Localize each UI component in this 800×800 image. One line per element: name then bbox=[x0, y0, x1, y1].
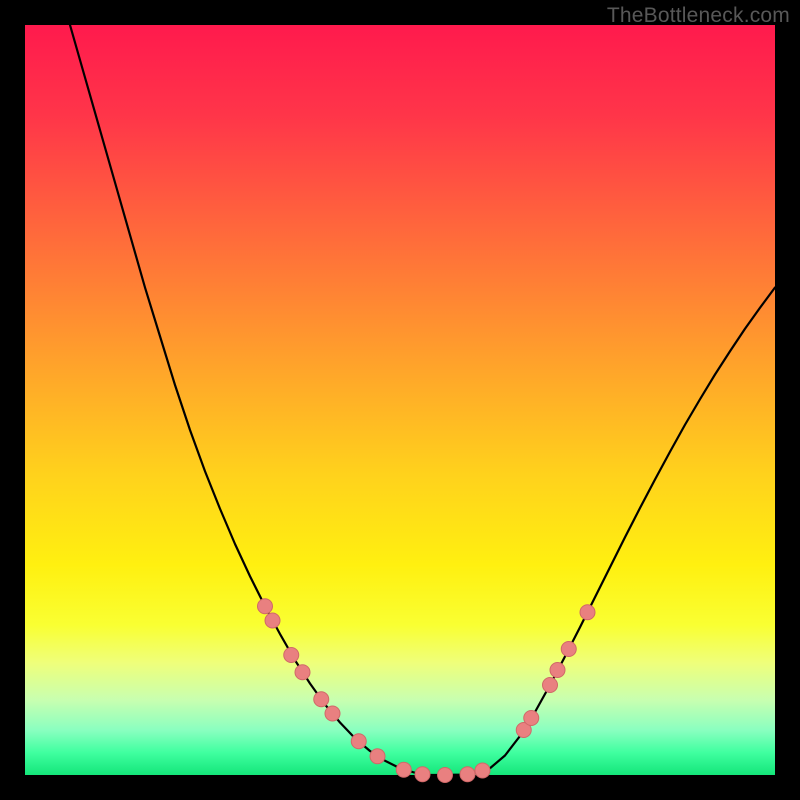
data-marker bbox=[396, 762, 411, 777]
watermark-label: TheBottleneck.com bbox=[607, 4, 790, 27]
chart-frame: TheBottleneck.com bbox=[0, 0, 800, 800]
data-marker bbox=[370, 749, 385, 764]
data-marker bbox=[265, 613, 280, 628]
data-marker bbox=[284, 648, 299, 663]
data-marker bbox=[475, 763, 490, 778]
data-marker bbox=[415, 767, 430, 782]
data-marker bbox=[561, 642, 576, 657]
data-marker bbox=[580, 605, 595, 620]
data-marker bbox=[295, 665, 310, 680]
data-marker bbox=[258, 599, 273, 614]
bottleneck-curve-chart bbox=[0, 0, 800, 800]
data-marker bbox=[314, 692, 329, 707]
plot-background bbox=[25, 25, 775, 775]
data-marker bbox=[550, 663, 565, 678]
data-marker bbox=[325, 706, 340, 721]
data-marker bbox=[524, 711, 539, 726]
data-marker bbox=[438, 768, 453, 783]
data-marker bbox=[351, 734, 366, 749]
watermark-text: TheBottleneck.com bbox=[607, 4, 790, 28]
data-marker bbox=[543, 678, 558, 693]
data-marker bbox=[460, 767, 475, 782]
